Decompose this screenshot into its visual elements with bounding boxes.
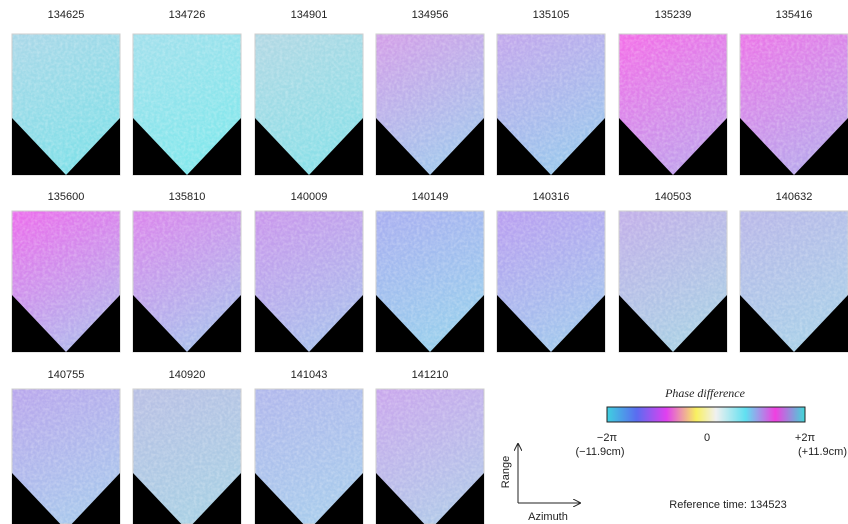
panel: 141210 [376, 369, 484, 524]
panel: 140755 [12, 369, 120, 524]
panel-label: 140503 [655, 191, 692, 203]
panel: 135239 [619, 9, 727, 175]
panel: 135810 [133, 191, 241, 352]
panel: 134901 [255, 9, 363, 175]
panel-label: 134956 [412, 9, 449, 21]
azimuth-label: Azimuth [528, 511, 568, 523]
panel-label: 135239 [655, 9, 692, 21]
panel-grid: 134625 134726 134901 134956 135105 135239 1354… [12, 9, 848, 524]
panel-label: 140149 [412, 191, 449, 203]
panel-label: 140009 [291, 191, 328, 203]
colorbar-tick-unit: (−11.9cm) [575, 446, 624, 458]
panel-label: 140920 [169, 369, 206, 381]
panel-label: 134726 [169, 9, 206, 21]
panel: 135600 [12, 191, 120, 352]
panel-label: 135105 [533, 9, 570, 21]
panel: 140316 [497, 191, 605, 352]
panel-label: 141210 [412, 369, 449, 381]
panel-label: 140316 [533, 191, 570, 203]
panel-label: 134901 [291, 9, 328, 21]
reference-time: Reference time: 134523 [669, 499, 786, 511]
panel-label: 140632 [776, 191, 813, 203]
panel: 134726 [133, 9, 241, 175]
colorbar-tick: +2π [795, 432, 816, 444]
colorbar-tick: −2π [597, 432, 618, 444]
panel-label: 135600 [48, 191, 85, 203]
panel-label: 134625 [48, 9, 85, 21]
colorbar [607, 407, 805, 422]
colorbar-tick-unit: (+11.9cm) [798, 446, 847, 458]
range-label: Range [500, 456, 512, 488]
panel: 134625 [12, 9, 120, 175]
panel: 140632 [740, 191, 848, 352]
colorbar-title: Phase difference [664, 386, 746, 400]
panel-label: 135416 [776, 9, 813, 21]
panel: 140009 [255, 191, 363, 352]
panel-label: 140755 [48, 369, 85, 381]
panel: 140503 [619, 191, 727, 352]
panel: 135105 [497, 9, 605, 175]
colorbar-tick: 0 [704, 432, 710, 444]
panel-label: 135810 [169, 191, 206, 203]
panel-label: 141043 [291, 369, 328, 381]
panel: 140149 [376, 191, 484, 352]
figure: 134625 134726 134901 134956 135105 135239 1354… [0, 0, 848, 524]
panel: 140920 [133, 369, 241, 524]
panel: 134956 [376, 9, 484, 175]
panel: 135416 [740, 9, 848, 175]
panel: 141043 [255, 369, 363, 524]
